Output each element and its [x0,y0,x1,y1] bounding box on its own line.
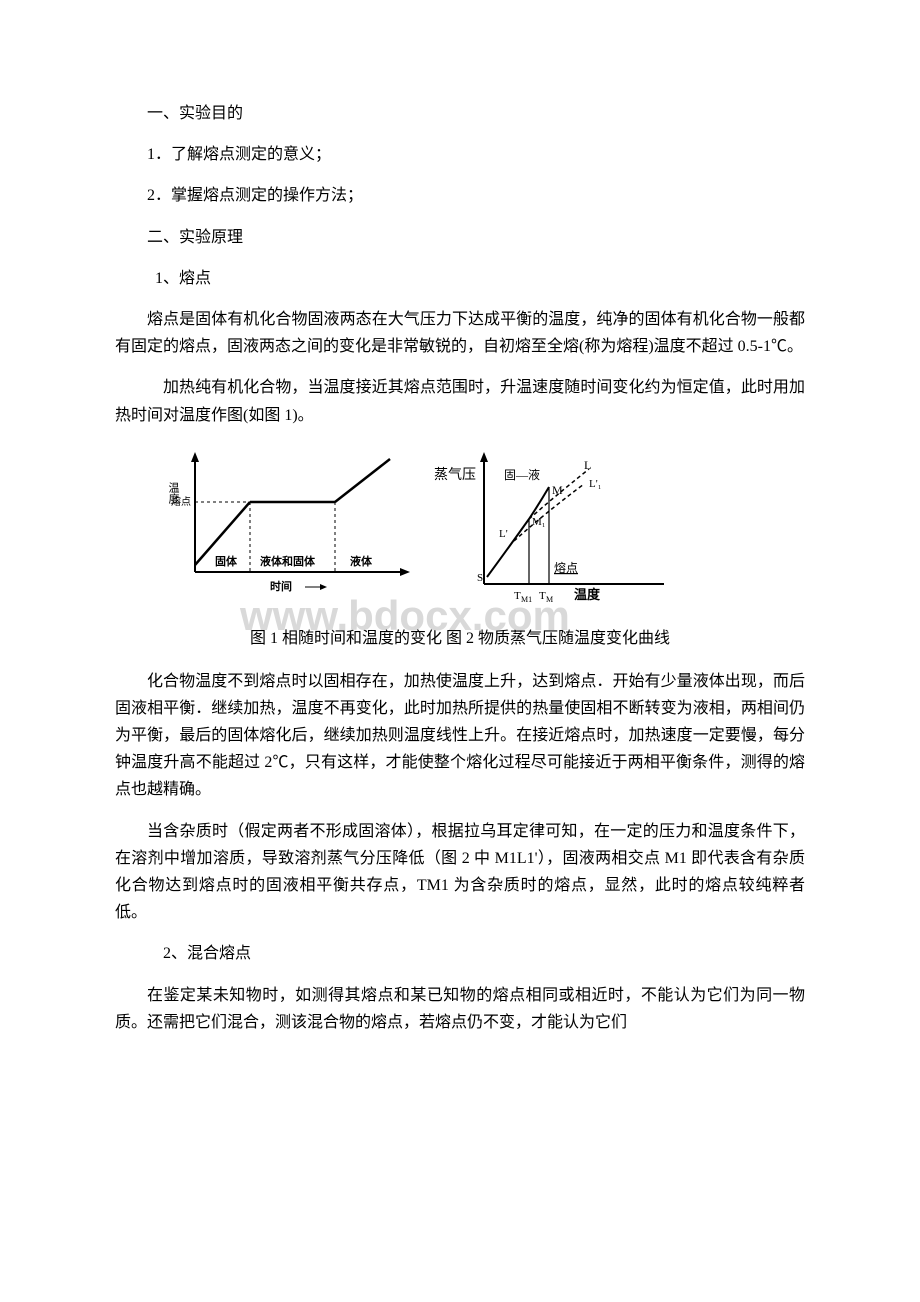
svg-text:蒸气压: 蒸气压 [434,467,476,483]
svg-text:S: S [477,572,483,584]
paragraph-1: 熔点是固体有机化合物固液两态在大气压力下达成平衡的温度，纯净的固体有机化合物一般… [115,306,805,360]
svg-text:时间: 时间 [270,579,292,593]
section-2-sub-2: 2、混合熔点 [115,940,805,967]
svg-text:熔点: 熔点 [171,495,191,508]
svg-text:L: L [584,458,591,472]
figure-caption: 图 1 相随时间和温度的变化 图 2 物质蒸气压随温度变化曲线 [115,624,805,648]
svg-text:液体: 液体 [350,554,373,568]
svg-text:M: M [546,595,553,604]
svg-text:固体: 固体 [215,554,238,568]
section-1-title: 一、实验目的 [115,100,805,127]
svg-text:液体和固体: 液体和固体 [260,554,316,568]
svg-text:固—液: 固—液 [504,467,540,482]
svg-text:L': L' [499,528,508,540]
section-2-sub-1: 1、熔点 [115,265,805,292]
section-1-item-1: 1．了解熔点测定的意义； [115,141,805,168]
figure-2-chart: 蒸气压 固—液 L L'₁ M M₁ L' S 熔点 T M1 T M 温度 [429,449,719,609]
section-1-item-2: 2．掌握熔点测定的操作方法； [115,182,805,209]
figure-1-chart: 温度 熔点 固体 液体和固体 液体 时间 [165,447,425,597]
figures-block: www.bdocx.com 温度 熔点 固体 液体和固体 液体 时间 [165,447,805,614]
svg-text:M1: M1 [521,595,532,604]
svg-text:L'₁: L'₁ [589,478,602,490]
svg-text:T: T [514,590,521,602]
section-2-title: 二、实验原理 [115,224,805,251]
svg-text:M₁: M₁ [532,516,546,528]
paragraph-3: 化合物温度不到熔点时以固相存在，加热使温度上升，达到熔点．开始有少量液体出现，而… [115,668,805,804]
svg-text:熔点: 熔点 [554,560,578,575]
paragraph-4: 当含杂质时（假定两者不形成固溶体），根据拉乌耳定律可知，在一定的压力和温度条件下… [115,818,805,927]
svg-text:T: T [539,590,546,602]
paragraph-2: 加热纯有机化合物，当温度接近其熔点范围时，升温速度随时间变化约为恒定值，此时用加… [115,374,805,428]
svg-text:温度: 温度 [574,587,601,602]
paragraph-5: 在鉴定某未知物时，如测得其熔点和某已知物的熔点相同或相近时，不能认为它们为同一物… [115,982,805,1036]
svg-text:M: M [552,483,563,497]
